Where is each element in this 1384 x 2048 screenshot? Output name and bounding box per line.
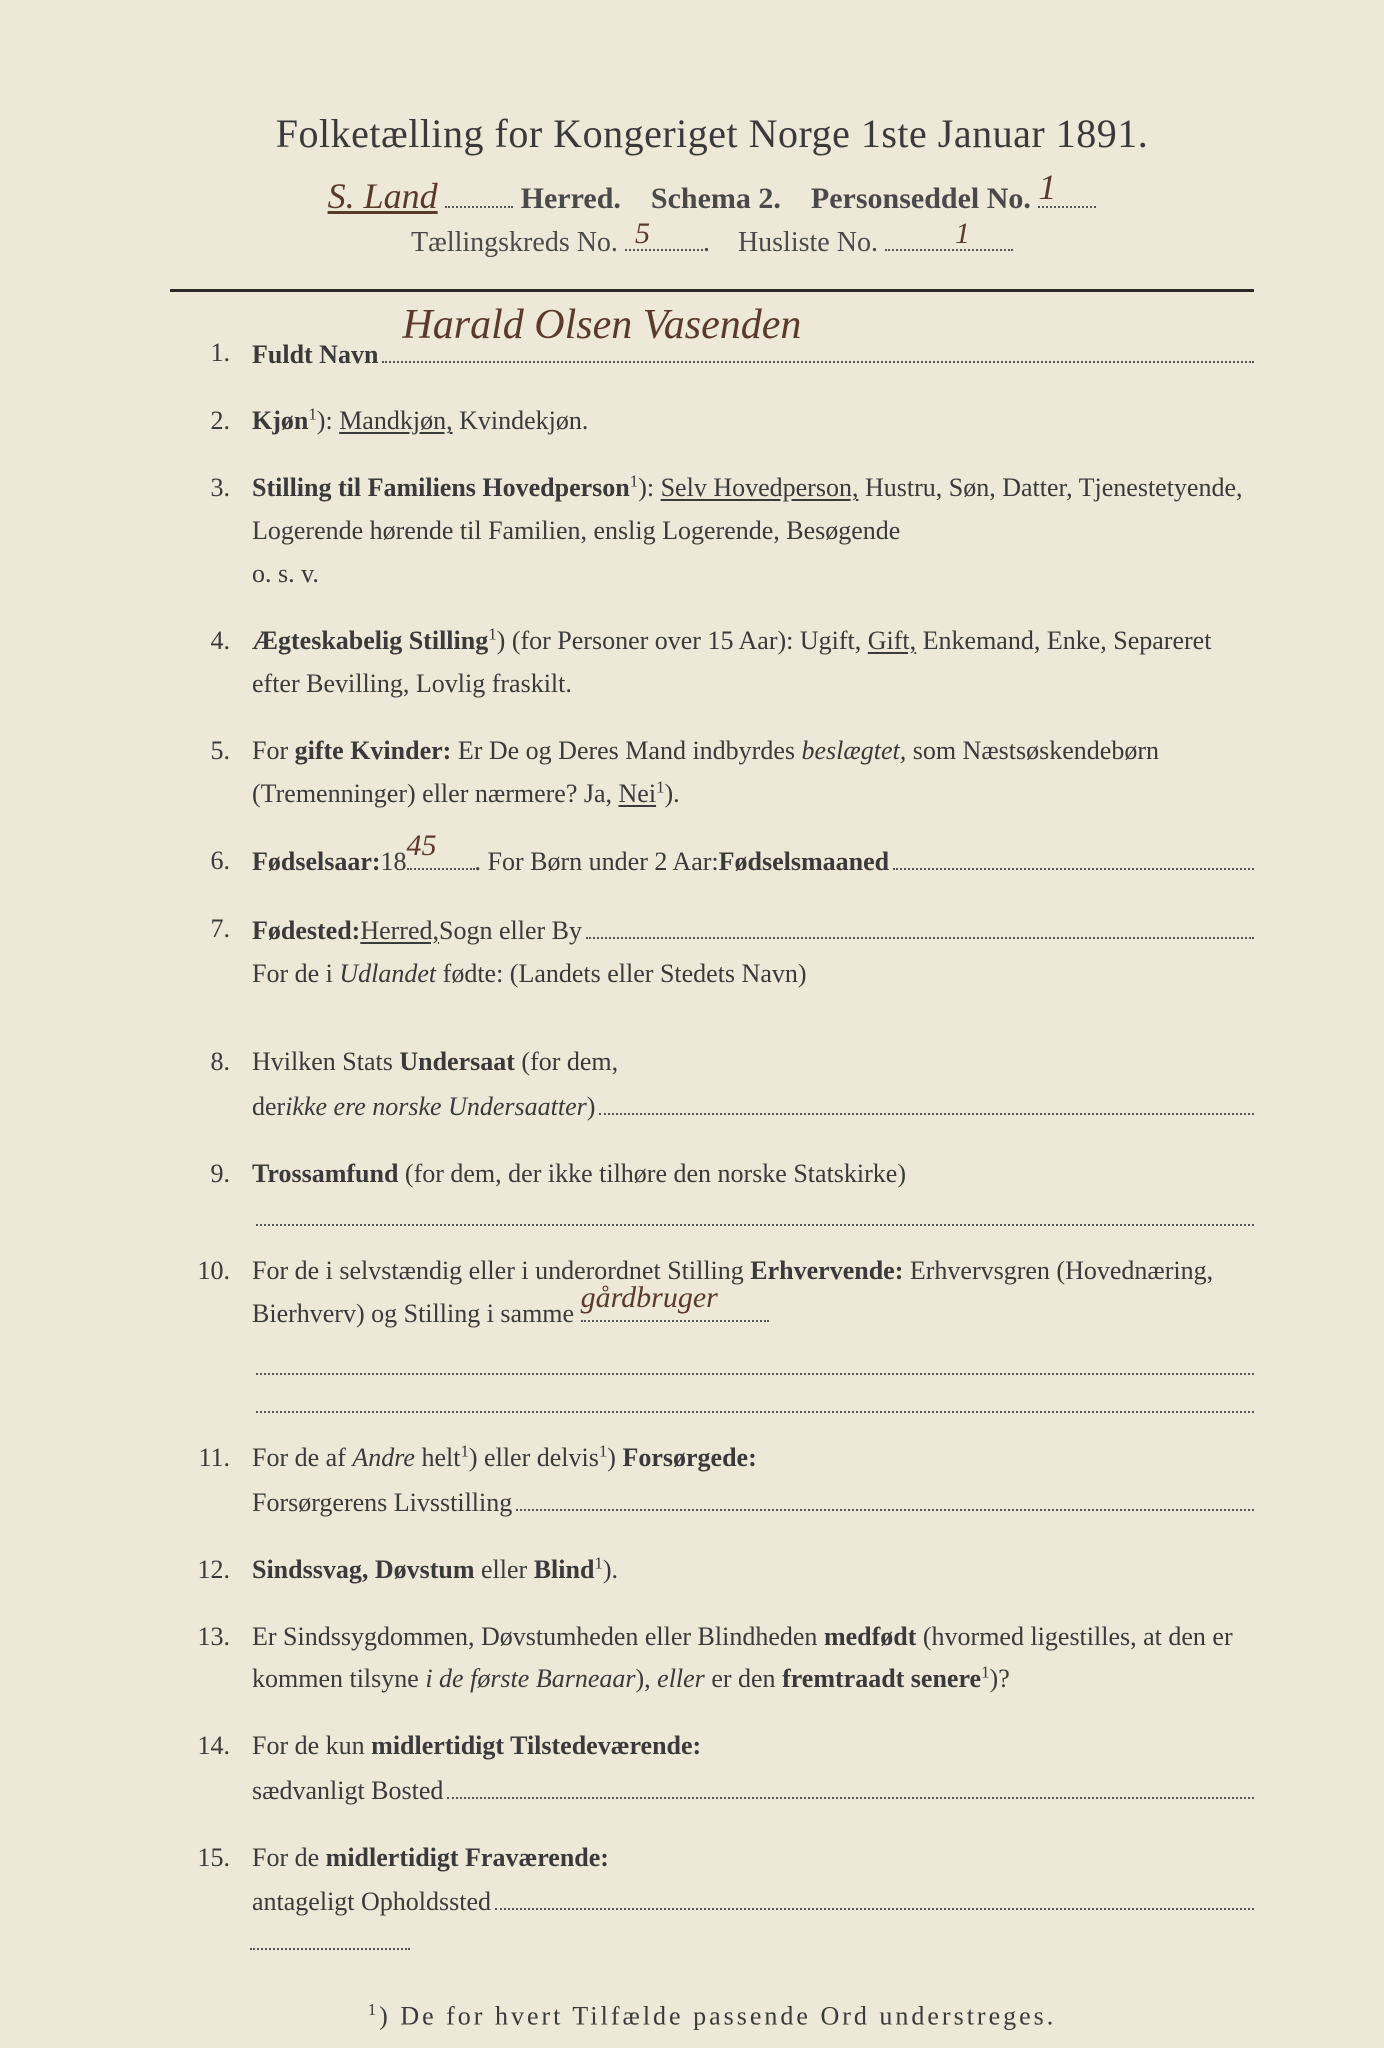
- husliste-handwritten: 1: [955, 217, 970, 251]
- herred-handwritten: S. Land: [328, 176, 438, 216]
- item-1: 1. Fuldt Navn Harald Olsen Vasenden: [170, 332, 1254, 376]
- item-13: 13. Er Sindssygdommen, Døvstumheden elle…: [170, 1616, 1254, 1702]
- mandkjon-selected: Mandkjøn,: [339, 406, 452, 435]
- personseddel-label: Personseddel No.: [811, 182, 1031, 215]
- item-8: 8. Hvilken Stats Undersaat (for dem, der…: [170, 1041, 1254, 1128]
- schema-label: Schema 2.: [651, 182, 781, 215]
- birthyear-handwritten: 45: [407, 821, 437, 871]
- husliste-label: Husliste No.: [738, 227, 878, 258]
- item-7: 7. Fødested: Herred, Sogn eller By For d…: [170, 908, 1254, 995]
- kreds-label: Tællingskreds No.: [411, 227, 618, 258]
- item-11: 11. For de af Andre helt1) eller delvis1…: [170, 1437, 1254, 1524]
- item-5: 5. For gifte Kvinder: Er De og Deres Man…: [170, 730, 1254, 816]
- item-3: 3. Stilling til Familiens Hovedperson1):…: [170, 467, 1254, 596]
- footnote: 1) De for hvert Tilfælde passende Ord un…: [170, 2000, 1254, 2032]
- item-12: 12. Sindssvag, Døvstum eller Blind1).: [170, 1549, 1254, 1592]
- herred-label: Herred.: [521, 182, 621, 215]
- herred-selected: Herred,: [360, 910, 439, 953]
- occupation-handwritten: gårdbruger: [581, 1273, 718, 1323]
- name-handwritten: Harald Olsen Vasenden: [402, 291, 801, 360]
- census-form-page: Folketælling for Kongeriget Norge 1ste J…: [0, 0, 1384, 2048]
- kreds-handwritten: 5: [635, 217, 650, 251]
- item-10: 10. For de i selvstændig eller i underor…: [170, 1250, 1254, 1413]
- header-line-2: S. Land Herred. Schema 2. Personseddel N…: [170, 175, 1254, 217]
- item-9: 9. Trossamfund (for dem, der ikke tilhør…: [170, 1153, 1254, 1226]
- page-title: Folketælling for Kongeriget Norge 1ste J…: [170, 110, 1254, 157]
- separator-line: [250, 1948, 410, 1950]
- item-2: 2. Kjøn1): Mandkjøn, Kvindekjøn.: [170, 400, 1254, 443]
- item-14: 14. For de kun midlertidigt Tilstedevære…: [170, 1725, 1254, 1812]
- item-15: 15. For de midlertidigt Fraværende: anta…: [170, 1837, 1254, 1924]
- hovedperson-selected: Selv Hovedperson,: [661, 473, 859, 502]
- header-line-3: Tællingskreds No. 5 . Husliste No. 1: [170, 227, 1254, 259]
- item-6: 6. Fødselsaar: 1845 . For Børn under 2 A…: [170, 840, 1254, 884]
- fuldt-navn-label: Fuldt Navn: [252, 334, 378, 377]
- personseddel-handwritten: 1: [1038, 166, 1056, 208]
- item-4: 4. Ægteskabelig Stilling1) (for Personer…: [170, 620, 1254, 706]
- gift-selected: Gift,: [868, 626, 916, 655]
- nei-selected: Nei: [619, 779, 657, 808]
